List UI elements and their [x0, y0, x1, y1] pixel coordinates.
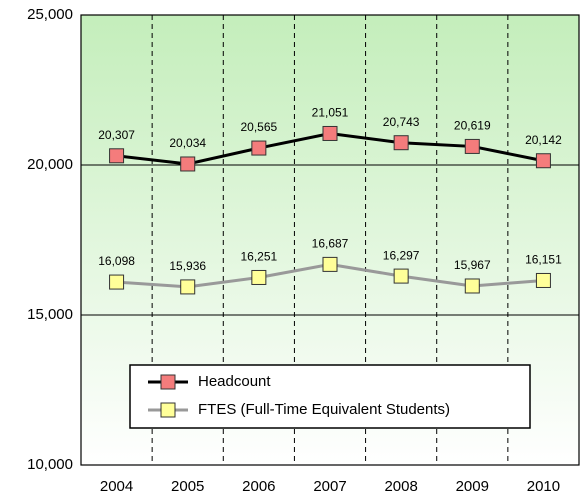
value-label: 20,743 — [383, 115, 420, 129]
value-label: 20,307 — [98, 128, 135, 142]
legend-label: Headcount — [198, 373, 271, 390]
value-label: 20,619 — [454, 119, 491, 133]
y-tick-label: 20,000 — [27, 156, 73, 173]
value-label: 16,151 — [525, 253, 562, 267]
marker — [180, 156, 196, 172]
value-label: 21,051 — [312, 106, 349, 120]
y-tick-label: 10,000 — [27, 456, 73, 473]
marker — [393, 268, 409, 284]
value-label: 20,565 — [241, 120, 278, 134]
legend-label: FTES (Full-Time Equivalent Students) — [198, 401, 450, 418]
x-tick-label: 2006 — [242, 478, 275, 495]
value-label: 16,098 — [98, 254, 135, 268]
marker — [109, 148, 125, 164]
marker — [535, 272, 551, 288]
marker — [393, 135, 409, 151]
x-tick-label: 2010 — [527, 478, 560, 495]
legend-marker — [160, 374, 176, 390]
legend-marker — [160, 402, 176, 418]
marker — [535, 153, 551, 169]
x-tick-label: 2008 — [384, 478, 417, 495]
marker — [109, 274, 125, 290]
y-tick-label: 15,000 — [27, 306, 73, 323]
marker — [464, 138, 480, 154]
legend-box — [129, 364, 531, 429]
value-label: 15,936 — [169, 259, 206, 273]
x-tick-label: 2005 — [171, 478, 204, 495]
y-tick-label: 25,000 — [27, 6, 73, 23]
value-label: 16,297 — [383, 248, 420, 262]
marker — [322, 125, 338, 141]
marker — [322, 256, 338, 272]
value-label: 20,034 — [169, 136, 206, 150]
marker — [251, 140, 267, 156]
value-label: 15,967 — [454, 258, 491, 272]
x-tick-label: 2004 — [100, 478, 133, 495]
value-label: 20,142 — [525, 133, 562, 147]
plot-border — [80, 14, 580, 466]
marker — [251, 269, 267, 285]
value-label: 16,251 — [241, 250, 278, 264]
value-label: 16,687 — [312, 237, 349, 251]
marker — [464, 278, 480, 294]
x-tick-label: 2007 — [313, 478, 346, 495]
x-tick-label: 2009 — [456, 478, 489, 495]
marker — [180, 279, 196, 295]
